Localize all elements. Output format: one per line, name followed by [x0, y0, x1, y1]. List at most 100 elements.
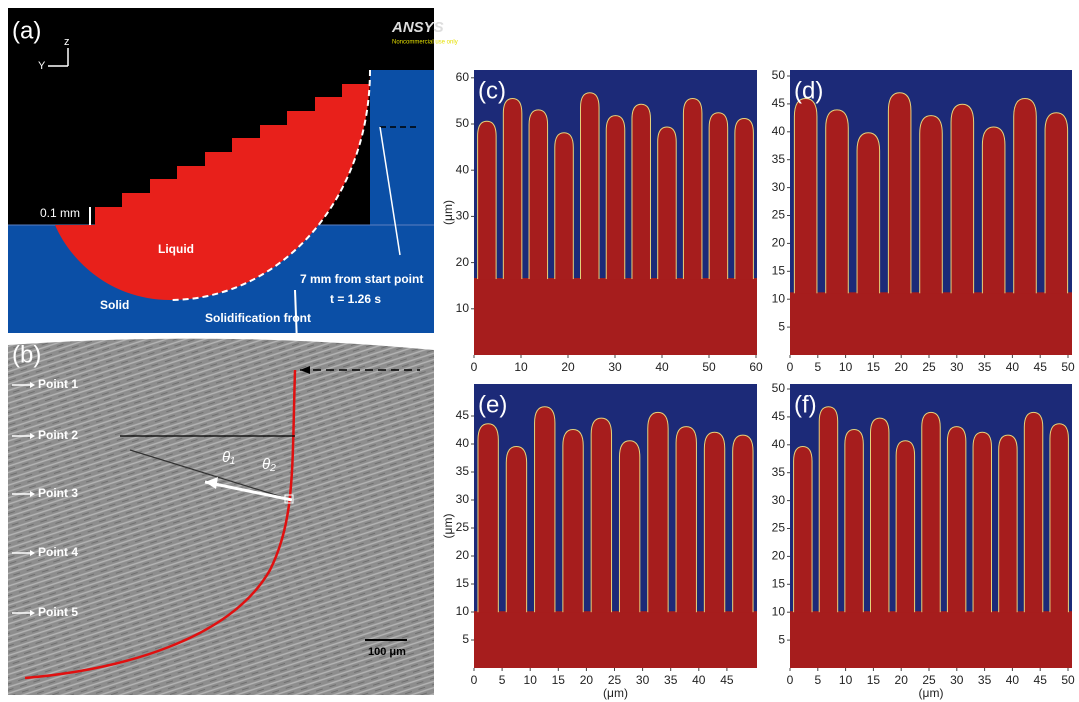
dendrite: [478, 121, 497, 280]
x-axis-label: (μm): [919, 686, 944, 700]
dendrite: [947, 427, 965, 614]
panel-label: (a): [12, 17, 41, 44]
dendrite: [529, 110, 548, 280]
x-tick-label: 45: [1034, 673, 1048, 687]
y-tick-label: 50: [772, 381, 786, 395]
dendrite: [648, 412, 668, 613]
y-tick-label: 40: [456, 436, 470, 450]
figure: (a) z Y ANSYS Noncommercial use only 0.1…: [0, 0, 1079, 702]
dendrite: [1045, 113, 1068, 295]
y-tick-label: 10: [772, 291, 786, 305]
y-tick-label: 40: [456, 162, 470, 176]
x-tick-label: 15: [867, 360, 881, 374]
y-tick-label: 30: [772, 493, 786, 507]
x-tick-label: 25: [922, 673, 936, 687]
annotation: 0.1 mm: [40, 206, 80, 220]
dendrite: [555, 133, 574, 280]
y-tick-label: 30: [772, 180, 786, 194]
y-tick-label: 10: [456, 301, 470, 315]
x-tick-label: 35: [978, 360, 992, 374]
y-tick-label: 50: [456, 116, 470, 130]
x-tick-label: 15: [552, 673, 566, 687]
dendrite: [591, 418, 611, 613]
dendrite: [1050, 424, 1068, 613]
dendrite: [982, 127, 1005, 294]
y-tick-label: 10: [772, 604, 786, 618]
dendrite: [794, 99, 817, 295]
dendrite: [632, 104, 651, 280]
y-tick-label: 10: [456, 604, 470, 618]
x-tick-label: 10: [514, 360, 528, 374]
x-tick-label: 0: [787, 360, 794, 374]
solid: [790, 612, 1072, 668]
panel-a: (a) z Y ANSYS Noncommercial use only 0.1…: [8, 8, 458, 370]
sim-panel: (c)0102030405060102030405060(μm): [441, 70, 763, 374]
point-label: Point 4: [38, 545, 78, 559]
panel-label: (f): [794, 391, 817, 418]
annotation: t = 1.26 s: [330, 292, 381, 306]
panel-label: (d): [794, 77, 823, 104]
logo: ANSYS: [391, 19, 444, 36]
x-tick-label: 20: [895, 673, 909, 687]
x-tick-label: 40: [1006, 360, 1020, 374]
dendrite: [920, 116, 943, 295]
dendrite: [922, 412, 940, 613]
dendrite: [709, 113, 728, 280]
dendrite: [870, 418, 888, 613]
solid: [790, 293, 1072, 355]
y-tick-label: 5: [462, 632, 469, 646]
dendrite: [658, 127, 677, 280]
y-tick-label: 20: [456, 548, 470, 562]
point-label: Point 1: [38, 377, 78, 391]
y-tick-label: 25: [772, 521, 786, 535]
dendrite: [735, 118, 754, 280]
y-tick-label: 20: [772, 549, 786, 563]
x-tick-label: 10: [524, 673, 538, 687]
logo-note: Noncommercial use only: [392, 40, 458, 46]
dendrite: [704, 432, 724, 613]
y-tick-label: 45: [772, 409, 786, 423]
x-tick-label: 0: [471, 673, 478, 687]
dendrite: [1024, 412, 1042, 613]
angle-label: θ₂: [262, 456, 276, 473]
x-tick-label: 0: [471, 360, 478, 374]
x-tick-label: 50: [1061, 673, 1075, 687]
x-tick-label: 5: [814, 673, 821, 687]
panel-label: (e): [478, 391, 507, 418]
x-tick-label: 60: [749, 360, 763, 374]
y-tick-label: 35: [456, 464, 470, 478]
y-tick-label: 15: [456, 576, 470, 590]
y-tick-label: 40: [772, 437, 786, 451]
x-tick-label: 25: [608, 673, 622, 687]
y-tick-label: 15: [772, 576, 786, 590]
x-tick-label: 50: [1061, 360, 1075, 374]
dendrite: [506, 446, 526, 613]
x-tick-label: 20: [580, 673, 594, 687]
dendrite: [973, 432, 991, 613]
dendrite: [888, 93, 911, 294]
x-tick-label: 50: [702, 360, 716, 374]
y-tick-label: 45: [456, 408, 470, 422]
x-tick-label: 35: [664, 673, 678, 687]
solid: [474, 279, 757, 355]
x-tick-label: 15: [867, 673, 881, 687]
point-label: Point 2: [38, 428, 78, 442]
x-tick-label: 30: [608, 360, 622, 374]
x-tick-label: 40: [692, 673, 706, 687]
y-tick-label: 30: [456, 209, 470, 223]
scale-bar-label: 100 μm: [368, 646, 406, 658]
dendrite: [826, 110, 849, 294]
region-label: Solid: [100, 298, 129, 312]
x-tick-label: 25: [922, 360, 936, 374]
y-tick-label: 25: [772, 208, 786, 222]
panel-label: (b): [12, 341, 41, 368]
y-tick-label: 30: [456, 492, 470, 506]
panel-b: (b) θ₁ θ₂ 100 μm: [8, 338, 434, 695]
dendrite: [845, 429, 863, 613]
y-tick-label: 35: [772, 152, 786, 166]
dendrite: [503, 99, 522, 281]
dendrite: [535, 407, 555, 613]
